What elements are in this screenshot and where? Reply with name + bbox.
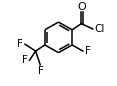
Text: Cl: Cl [94, 24, 105, 34]
Text: F: F [38, 66, 44, 76]
Text: F: F [17, 39, 23, 49]
Text: O: O [77, 2, 86, 12]
Text: F: F [22, 55, 28, 65]
Text: F: F [85, 46, 91, 56]
